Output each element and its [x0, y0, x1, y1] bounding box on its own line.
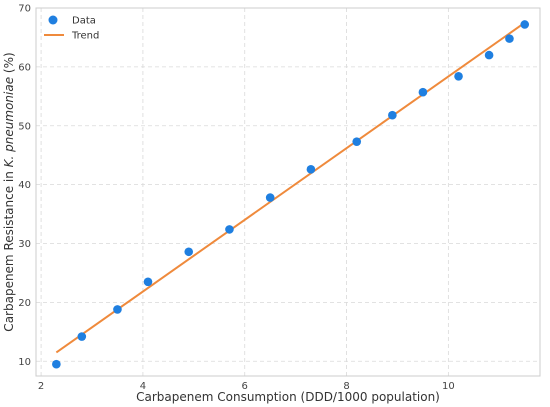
data-point [520, 20, 530, 29]
legend-data-label: Data [72, 16, 96, 27]
legend: Data Trend [44, 15, 99, 42]
x-axis-label: Carbapenem Consumption (DDD/1000 populat… [136, 390, 440, 404]
y-axis-ticks: 10 20 30 40 50 60 70 [18, 4, 31, 368]
y-tick-label: 70 [18, 4, 31, 15]
x-tick-label: 6 [242, 381, 248, 392]
data-point [352, 137, 362, 146]
data-point [265, 193, 275, 202]
legend-data-marker [48, 15, 58, 25]
y-axis-label: Carbapenem Resistance in K. pneumoniae (… [2, 52, 16, 331]
y-tick-label: 50 [18, 121, 31, 132]
data-point [77, 332, 87, 341]
trend-series [55, 21, 526, 354]
data-point [505, 34, 514, 43]
data-point [143, 277, 153, 287]
data-point [388, 110, 397, 120]
data-point [306, 165, 316, 174]
data-point [418, 87, 428, 97]
y-tick-label: 20 [18, 298, 31, 309]
y-tick-label: 60 [18, 62, 31, 73]
plot-frame [35, 7, 541, 377]
data-point [113, 305, 122, 314]
x-tick-label: 4 [140, 381, 146, 392]
data-point [454, 72, 463, 81]
data-point [52, 359, 61, 369]
data-series [52, 20, 530, 369]
legend-trend-label: Trend [71, 31, 99, 42]
x-tick-label: 2 [38, 381, 44, 392]
y-tick-label: 30 [18, 239, 31, 250]
y-axis-label-prefix: Carbapenem Resistance in [2, 167, 16, 331]
y-axis-label-suffix: (%) [2, 52, 16, 77]
x-tick-label: 10 [442, 381, 455, 392]
x-tick-label: 8 [343, 381, 349, 392]
y-tick-label: 10 [18, 357, 31, 368]
data-point [484, 50, 494, 60]
trend-line [55, 21, 526, 354]
y-axis-label-species: K. pneumoniae [2, 77, 16, 167]
x-axis-ticks: 2 4 6 8 10 [38, 381, 455, 392]
data-point [184, 247, 194, 257]
data-point [225, 225, 234, 234]
y-tick-label: 40 [18, 180, 31, 191]
grid [36, 7, 540, 376]
